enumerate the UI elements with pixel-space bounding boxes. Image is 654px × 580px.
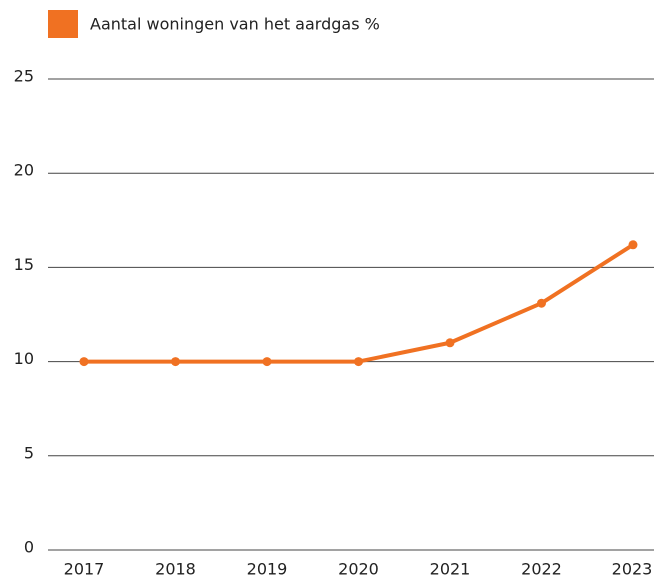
series-line [84,243,635,364]
x-tick-label: 2023 [612,560,653,579]
y-tick-label: 10 [14,349,34,368]
x-tick-label: 2019 [247,560,288,579]
x-tick-label: 2018 [155,560,196,579]
data-point [537,298,546,308]
x-tick-label: 2021 [430,560,471,579]
y-tick-label: 20 [14,161,34,180]
x-tick-label: 2020 [338,560,379,579]
legend-label: Aantal woningen van het aardgas % [90,15,380,34]
y-tick-label: 25 [14,67,34,86]
x-tick-label: 2022 [521,560,562,579]
data-point [262,357,272,367]
data-point [79,357,89,367]
data-point [354,357,363,367]
legend-swatch [48,10,78,38]
y-tick-label: 15 [14,255,34,274]
y-tick-label: 5 [24,443,34,462]
data-point [171,357,180,367]
data-point [628,240,638,250]
x-tick-label: 2017 [64,560,105,579]
y-tick-label: 0 [24,538,34,557]
data-point [445,338,455,348]
